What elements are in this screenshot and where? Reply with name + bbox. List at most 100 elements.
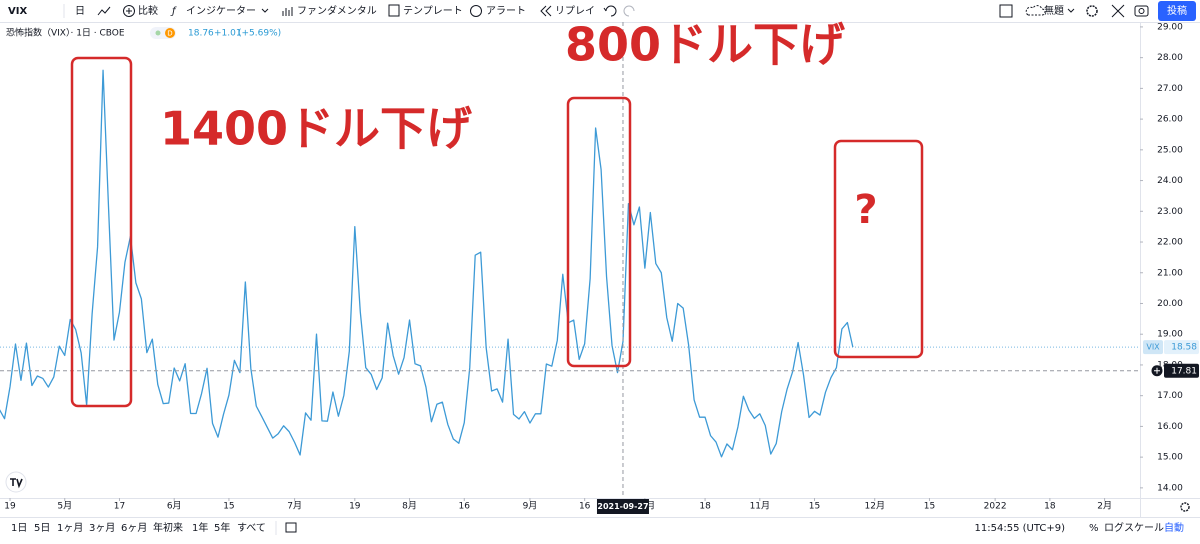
y-tick-label: 29.00 [1157, 22, 1183, 32]
crosshair-time-tag [596, 499, 649, 514]
y-tick-label: 27.00 [1157, 84, 1183, 94]
x-tick-label: 15 [924, 502, 935, 512]
goto-date-icon[interactable] [285, 522, 297, 533]
y-tick-label: 24.00 [1157, 176, 1183, 186]
x-tick-label: 2022 [984, 502, 1007, 512]
status-dot [155, 30, 161, 36]
indicator-icon[interactable]: ƒ [170, 6, 177, 17]
y-tick-label: 22.00 [1157, 238, 1183, 248]
highlight-box [70, 56, 133, 408]
templates-button[interactable]: テンプレート [403, 5, 463, 17]
y-tick-label: 14.00 [1157, 483, 1183, 493]
publish-label[interactable]: 投稿 [1167, 4, 1187, 17]
fullscreen-icon[interactable] [1111, 4, 1125, 18]
compare-icon[interactable] [123, 5, 135, 17]
y-tick-label: 20.00 [1157, 299, 1183, 309]
dropdown-arrow[interactable] [1067, 8, 1075, 13]
range-button[interactable]: 3ヶ月 [89, 522, 115, 534]
snapshot-icon[interactable] [1134, 5, 1149, 17]
indicators-button[interactable]: インジケーター [186, 5, 256, 17]
annotation-text: 1400ドル下げ [160, 102, 472, 156]
undo-icon[interactable] [603, 5, 617, 17]
legend-change: +1.01 [214, 29, 242, 39]
range-button[interactable]: 5年 [214, 521, 230, 534]
range-button[interactable]: 1日 [11, 523, 27, 534]
y-tick-label: 17.00 [1157, 391, 1183, 401]
x-tick-label: 9月 [523, 501, 538, 512]
replay-button[interactable]: リプレイ [555, 5, 595, 17]
y-tick-label: 19.00 [1157, 330, 1183, 340]
toolbar: VIX 日 比較 ƒ インジケーター ファンダメンタル テンプレート アラート … [0, 1, 1200, 23]
legend-title: 恐怖指数（VIX）· 1日 · CBOE [6, 27, 125, 39]
logo-mark [10, 478, 23, 489]
highlight-box [833, 139, 924, 359]
fundamentals-button[interactable]: ファンダメンタル [297, 4, 377, 17]
range-button[interactable]: 1ヶ月 [57, 522, 83, 534]
x-tick-label: 2月 [1097, 501, 1112, 512]
snapshot-lens [1138, 8, 1145, 14]
range-button[interactable]: 6ヶ月 [121, 522, 147, 534]
annotation-text: 800ドル下げ [565, 18, 845, 72]
redo-icon[interactable] [623, 5, 635, 17]
x-tick-label: 17 [114, 502, 125, 512]
crosshair-add-plus [1154, 367, 1160, 374]
chart-style-icon[interactable] [97, 6, 111, 16]
percent-toggle[interactable]: % [1089, 523, 1099, 534]
last-price-tag [1164, 340, 1199, 355]
log-scale-toggle[interactable]: ログスケール [1104, 521, 1164, 534]
clock: 11:54:55 (UTC+9) [975, 523, 1066, 534]
publish-button[interactable] [1158, 1, 1196, 21]
compare-plus [126, 8, 132, 14]
plot: 14.0015.0016.0017.0018.0019.0020.0021.00… [0, 22, 1199, 514]
alert-icon[interactable] [470, 5, 482, 17]
last-price-label: 18.58 [1171, 343, 1197, 353]
series-line [0, 69, 854, 458]
logo-badge [5, 471, 27, 493]
range-button[interactable]: 年初来 [153, 521, 183, 534]
crosshair-price-tag [1164, 363, 1199, 378]
symbol[interactable]: VIX [8, 6, 27, 17]
axis-settings-icon[interactable] [1180, 502, 1190, 512]
interval-button[interactable]: 日 [75, 6, 85, 17]
x-tick-label: 12月 [865, 501, 885, 512]
dropdown-arrow[interactable] [261, 8, 269, 13]
range-button[interactable]: すべて [237, 522, 266, 534]
delay-badge-label: D [167, 30, 172, 38]
x-tick-label: 15 [809, 502, 820, 512]
logo [5, 471, 27, 493]
range-button[interactable]: 5日 [34, 523, 50, 534]
legend-last: 18.76 [188, 29, 214, 39]
x-tick-label: 8月 [402, 501, 417, 512]
bottom-bar: 1日 5日 1ヶ月 3ヶ月 6ヶ月 年初来 1年 5年 すべて 11:54:55… [11, 502, 1190, 535]
series-name-label: VIX [1146, 343, 1160, 352]
settings-icon[interactable] [1086, 5, 1098, 17]
fundamentals-icon[interactable] [282, 7, 293, 16]
replay-icon[interactable] [540, 5, 552, 17]
x-tick-label: 19 [349, 502, 361, 512]
crosshair-price-label: 17.81 [1171, 366, 1197, 376]
legend-change-percent: (+5.69%) [238, 29, 281, 39]
series-name-tag [1143, 340, 1163, 355]
x-tick-label: 18 [1044, 502, 1056, 512]
y-tick-label: 28.00 [1157, 53, 1183, 63]
annotations: 1400ドル下げ 800ドル下げ ? [70, 18, 924, 408]
auto-scale-toggle[interactable]: 自動 [1164, 521, 1184, 534]
highlight-box [566, 96, 632, 368]
cloud-icon[interactable] [1025, 5, 1046, 16]
annotation-text: ? [854, 187, 877, 233]
range-button[interactable]: 1年 [192, 521, 208, 534]
x-tick-label: 18 [699, 502, 711, 512]
y-tick-label: 23.00 [1157, 207, 1183, 217]
crosshair-time-label: 2021-09-27 [597, 502, 648, 511]
alert-button[interactable]: アラート [486, 5, 526, 17]
x-tick-label: 11月 [750, 501, 770, 512]
x-tick-label: 19 [4, 502, 16, 512]
layout-icon[interactable] [999, 4, 1013, 18]
template-icon[interactable] [388, 4, 400, 17]
y-tick-label: 26.00 [1157, 115, 1183, 125]
compare-button[interactable]: 比較 [138, 4, 158, 17]
y-tick-label: 25.00 [1157, 145, 1183, 155]
layout-name[interactable]: 無題 [1044, 4, 1064, 17]
